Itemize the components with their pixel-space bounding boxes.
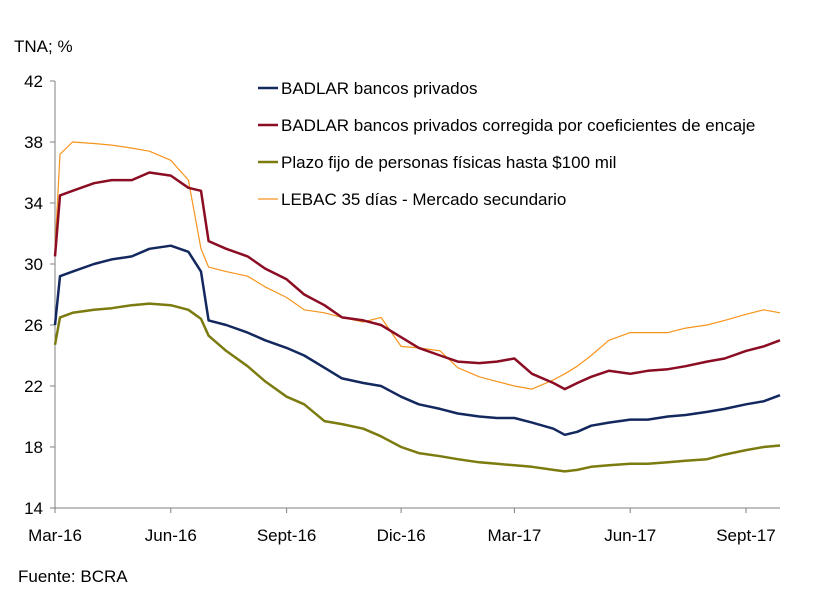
y-axis-label: TNA; % bbox=[14, 37, 73, 56]
y-tick-label: 14 bbox=[24, 499, 43, 518]
legend-label-3: LEBAC 35 días - Mercado secundario bbox=[281, 190, 566, 209]
y-tick-label: 22 bbox=[24, 377, 43, 396]
legend-label-1: BADLAR bancos privados corregida por coe… bbox=[281, 116, 755, 135]
y-tick-label: 38 bbox=[24, 133, 43, 152]
series-line-0 bbox=[53, 244, 781, 437]
y-tick-label: 30 bbox=[24, 255, 43, 274]
y-tick-label: 42 bbox=[24, 72, 43, 91]
x-tick-label: Jun-16 bbox=[145, 526, 197, 545]
legend-label-0: BADLAR bancos privados bbox=[281, 79, 478, 98]
x-tick-label: Sept-17 bbox=[716, 526, 776, 545]
y-tick-label: 18 bbox=[24, 438, 43, 457]
x-tick-label: Sept-16 bbox=[257, 526, 317, 545]
x-tick-label: Mar-16 bbox=[28, 526, 82, 545]
series-line-2 bbox=[53, 302, 781, 473]
series-line-3 bbox=[54, 141, 781, 390]
y-tick-label: 26 bbox=[24, 316, 43, 335]
x-tick-label: Dic-16 bbox=[377, 526, 426, 545]
legend-label-2: Plazo fijo de personas físicas hasta $10… bbox=[281, 153, 616, 172]
source-note: Fuente: BCRA bbox=[18, 567, 128, 586]
x-tick-label: Mar-17 bbox=[487, 526, 541, 545]
x-tick-label: Jun-17 bbox=[604, 526, 656, 545]
y-tick-label: 34 bbox=[24, 194, 43, 213]
series-line-1 bbox=[53, 171, 781, 391]
